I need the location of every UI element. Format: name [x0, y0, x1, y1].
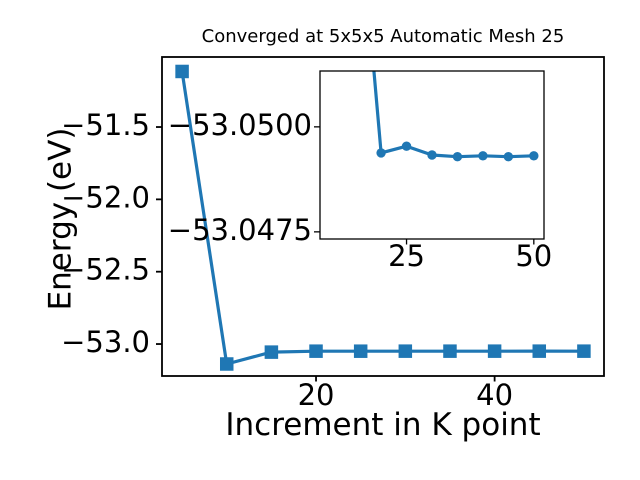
- main-x-tick-label: 20: [298, 378, 335, 412]
- main-x-tick-label: 40: [476, 378, 513, 412]
- inset-data-point-circle-marker: [376, 148, 386, 158]
- main-axes: 20 40 −51.5 −52.0 −52.5 −53.0: [61, 56, 605, 412]
- main-data-point-square-marker: [443, 344, 457, 358]
- inset-data-point-circle-marker: [401, 141, 412, 151]
- inset-axes-box: [319, 70, 545, 240]
- main-data-point-square-marker: [175, 64, 189, 79]
- main-y-tick-label: −52.0: [61, 180, 150, 214]
- main-data-point-square-marker: [532, 344, 547, 358]
- main-data-point-square-marker: [398, 344, 413, 358]
- main-y-tick-label: −53.0: [61, 325, 150, 359]
- main-data-point-square-marker: [577, 344, 591, 358]
- main-data-point-square-marker: [219, 357, 234, 371]
- inset-y-tick-label: −53.0500: [168, 108, 312, 142]
- inset-data-point-circle-marker: [529, 151, 539, 161]
- main-data-point-square-marker: [264, 345, 279, 359]
- main-data-point-square-marker: [353, 344, 368, 358]
- y-axis-label: Energy (eV): [42, 127, 79, 311]
- inset-data-point-circle-marker: [478, 151, 488, 161]
- inset-data-point-circle-marker: [503, 151, 514, 162]
- inset-x-tick-label: 25: [388, 239, 425, 273]
- inset-axes: 25 50 −53.0500 −53.0475: [168, 70, 552, 273]
- chart-title: Converged at 5x5x5 Automatic Mesh 25: [201, 26, 565, 47]
- main-data-line: [180, 71, 584, 366]
- inset-data-point-circle-marker: [452, 151, 463, 162]
- main-y-tick-label: −51.5: [61, 108, 150, 142]
- x-axis-label: Increment in K point: [225, 407, 541, 443]
- main-data-point-square-marker: [309, 344, 323, 358]
- inset-x-tick-label: 50: [515, 239, 552, 273]
- main-axes-box: [161, 56, 605, 377]
- inset-y-tick-label: −53.0475: [168, 213, 312, 247]
- inset-data-point-circle-marker: [427, 150, 437, 160]
- main-y-tick-label: −52.5: [61, 253, 150, 287]
- main-data-point-square-marker: [487, 344, 502, 358]
